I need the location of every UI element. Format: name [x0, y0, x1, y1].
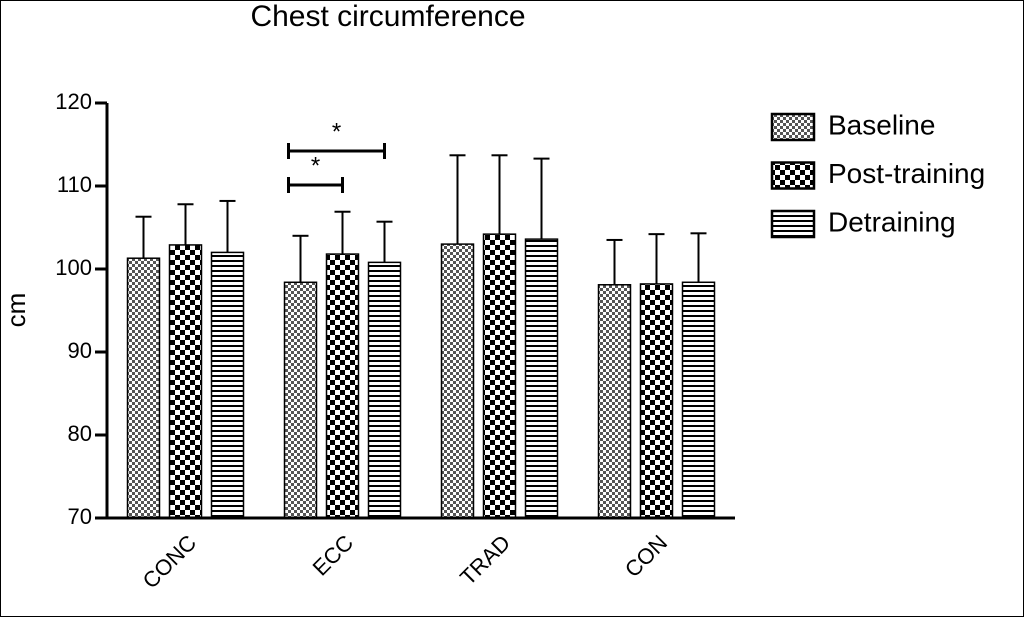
- error-bar: [690, 232, 707, 283]
- bar: [283, 281, 318, 519]
- legend-swatch: [770, 161, 816, 190]
- significance-bracket: [287, 143, 386, 159]
- y-axis-label: cm: [1, 293, 31, 328]
- bar: [210, 251, 245, 519]
- error-bar: [376, 220, 393, 263]
- error-bar: [533, 157, 550, 240]
- bar: [681, 281, 716, 519]
- error-bar: [334, 210, 351, 255]
- error-bar: [449, 154, 466, 245]
- legend-swatch: [770, 209, 816, 239]
- y-tick-label: 110: [57, 172, 92, 197]
- legend-label: Baseline: [828, 109, 935, 140]
- bar: [126, 257, 161, 519]
- chart-title: Chest circumference: [250, 0, 525, 33]
- x-tick-label: CON: [620, 530, 672, 582]
- bar: [367, 261, 402, 519]
- y-tick-label: 70: [68, 504, 92, 529]
- error-bar: [135, 215, 152, 259]
- y-tick-label: 90: [68, 338, 92, 363]
- error-bar: [177, 203, 194, 245]
- y-tick-label: 120: [55, 89, 92, 114]
- bar: [639, 283, 674, 519]
- bracket-line: [287, 143, 386, 159]
- bar: [440, 243, 475, 519]
- error-bar: [648, 233, 665, 284]
- bar: [482, 233, 517, 519]
- bar: [325, 253, 360, 519]
- error-bar: [219, 199, 236, 253]
- legend-label: Post-training: [828, 158, 985, 189]
- significance-star: *: [332, 118, 341, 145]
- x-tick-label: ECC: [308, 530, 359, 581]
- significance-star: *: [311, 152, 320, 179]
- significance-bracket: [287, 177, 344, 193]
- legend-label: Detraining: [828, 206, 956, 237]
- error-bar: [292, 234, 309, 283]
- x-tick-label: CONC: [138, 530, 202, 594]
- y-tick-label: 80: [68, 421, 92, 446]
- bar: [168, 244, 203, 519]
- error-bar: [606, 238, 623, 285]
- bar: [597, 284, 632, 519]
- y-tick-label: 100: [55, 255, 92, 280]
- bracket-line: [287, 177, 344, 193]
- error-bar: [491, 154, 508, 235]
- bar: [524, 238, 559, 519]
- x-tick-label: TRAD: [455, 530, 515, 590]
- legend-swatch: [770, 112, 816, 142]
